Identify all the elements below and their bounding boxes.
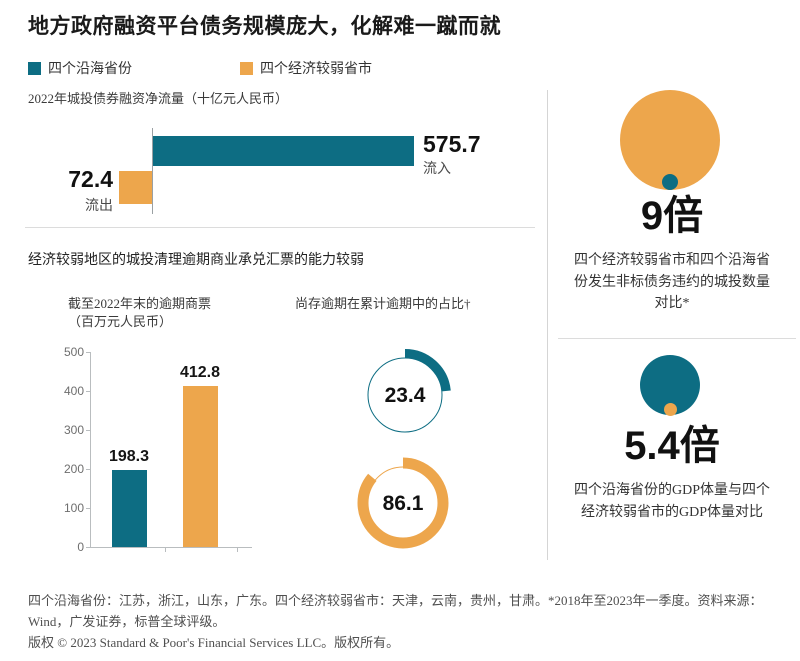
barchart-title-line1: 截至2022年末的逾期商票 bbox=[68, 296, 212, 311]
footnote-copyright: 版权 © 2023 Standard & Poor's Financial Se… bbox=[28, 634, 400, 650]
barchart-title: 截至2022年末的逾期商票 （百万元人民币） bbox=[68, 295, 211, 331]
legend-item-weaker: 四个经济较弱省市 bbox=[240, 58, 372, 78]
divider-vertical bbox=[547, 90, 548, 560]
barchart-x-axis bbox=[90, 547, 252, 548]
netflow-outflow-label: 流出 bbox=[85, 199, 113, 214]
donut-weaker-value: 86.1 bbox=[382, 492, 424, 515]
ratio1-big-circle-orange bbox=[620, 90, 720, 190]
barchart-y-tick-dash bbox=[86, 430, 91, 431]
barchart-y-tick-dash bbox=[86, 508, 91, 509]
barchart-y-tick-dash bbox=[86, 391, 91, 392]
divider-right-horizontal bbox=[558, 338, 796, 339]
ratio1-small-circle-teal bbox=[662, 174, 678, 190]
bar-coastal bbox=[112, 469, 147, 547]
ratio2-small-circle-orange bbox=[664, 403, 677, 416]
donutchart-title: 尚存逾期在累计逾期中的占比† bbox=[295, 296, 471, 311]
barchart-y-tick-label: 300 bbox=[63, 423, 84, 437]
netflow-outflow-labels: 72.4 流出 bbox=[22, 168, 113, 215]
ratio1-caption: 四个经济较弱省市和四个沿海省份发生非标债务违约的城投数量对比* bbox=[574, 253, 770, 312]
footnote-sources: 四个沿海省份：江苏，浙江，山东，广东。四个经济较弱省市：天津，云南，贵州，甘肃。… bbox=[28, 593, 763, 629]
legend-swatch-orange bbox=[240, 61, 253, 75]
barchart-y-tick-label: 500 bbox=[63, 345, 84, 359]
donut-gauge-coastal: 23.4 bbox=[355, 345, 455, 445]
netflow-inflow-value: 575.7 bbox=[423, 131, 481, 157]
barchart-y-tick-dash bbox=[86, 547, 91, 548]
barchart-y-tick-label: 100 bbox=[63, 501, 84, 515]
netflow-chart-title: 2022年城投债券融资净流量（十亿元人民币） bbox=[28, 91, 289, 106]
legend-item-coastal: 四个沿海省份 bbox=[28, 58, 132, 78]
ratio2-figure: 5.4倍 bbox=[624, 424, 720, 468]
barchart-x-tick bbox=[237, 548, 238, 552]
donut-coastal-value: 23.4 bbox=[384, 384, 426, 407]
netflow-inflow-bar bbox=[153, 136, 414, 166]
legend-swatch-teal bbox=[28, 61, 41, 75]
barchart-y-axis bbox=[90, 352, 91, 548]
netflow-inflow-label: 流入 bbox=[423, 162, 451, 177]
barchart-title-line2: （百万元人民币） bbox=[68, 314, 173, 329]
donut-gauge-weaker: 86.1 bbox=[353, 453, 453, 553]
donut-gauge-coastal-svg bbox=[359, 349, 451, 441]
bar-coastal-value: 198.3 bbox=[108, 447, 150, 465]
footnotes: 四个沿海省份：江苏，浙江，山东，广东。四个经济较弱省市：天津，云南，贵州，甘肃。… bbox=[28, 591, 778, 653]
netflow-outflow-bar bbox=[119, 171, 152, 204]
ratio2-caption: 四个沿海省份的GDP体量与四个经济较弱省市的GDP体量对比 bbox=[573, 483, 770, 520]
barchart-y-tick-dash bbox=[86, 469, 91, 470]
barchart-y-tick-label: 0 bbox=[77, 540, 84, 554]
section2-header: 经济较弱地区的城投清理逾期商业承兑汇票的能力较弱 bbox=[28, 253, 364, 268]
donut-gauge-weaker-svg bbox=[357, 457, 449, 549]
legend-label-coastal: 四个沿海省份 bbox=[48, 62, 132, 77]
ratio1-figure: 9倍 bbox=[640, 194, 704, 238]
bar-weaker bbox=[183, 386, 218, 547]
divider-left-horizontal bbox=[25, 227, 535, 228]
page-title: 地方政府融资平台债务规模庞大，化解难一蹴而就 bbox=[28, 15, 501, 38]
netflow-baseline bbox=[152, 128, 153, 214]
legend-label-weaker: 四个经济较弱省市 bbox=[260, 62, 372, 77]
bar-weaker-value: 412.8 bbox=[179, 364, 221, 381]
barchart-y-tick-label: 400 bbox=[63, 384, 84, 398]
barchart-y-tick-label: 200 bbox=[63, 462, 84, 476]
barchart-x-tick bbox=[165, 548, 166, 552]
netflow-outflow-value: 72.4 bbox=[68, 166, 113, 192]
barchart-y-tick-dash bbox=[86, 352, 91, 353]
